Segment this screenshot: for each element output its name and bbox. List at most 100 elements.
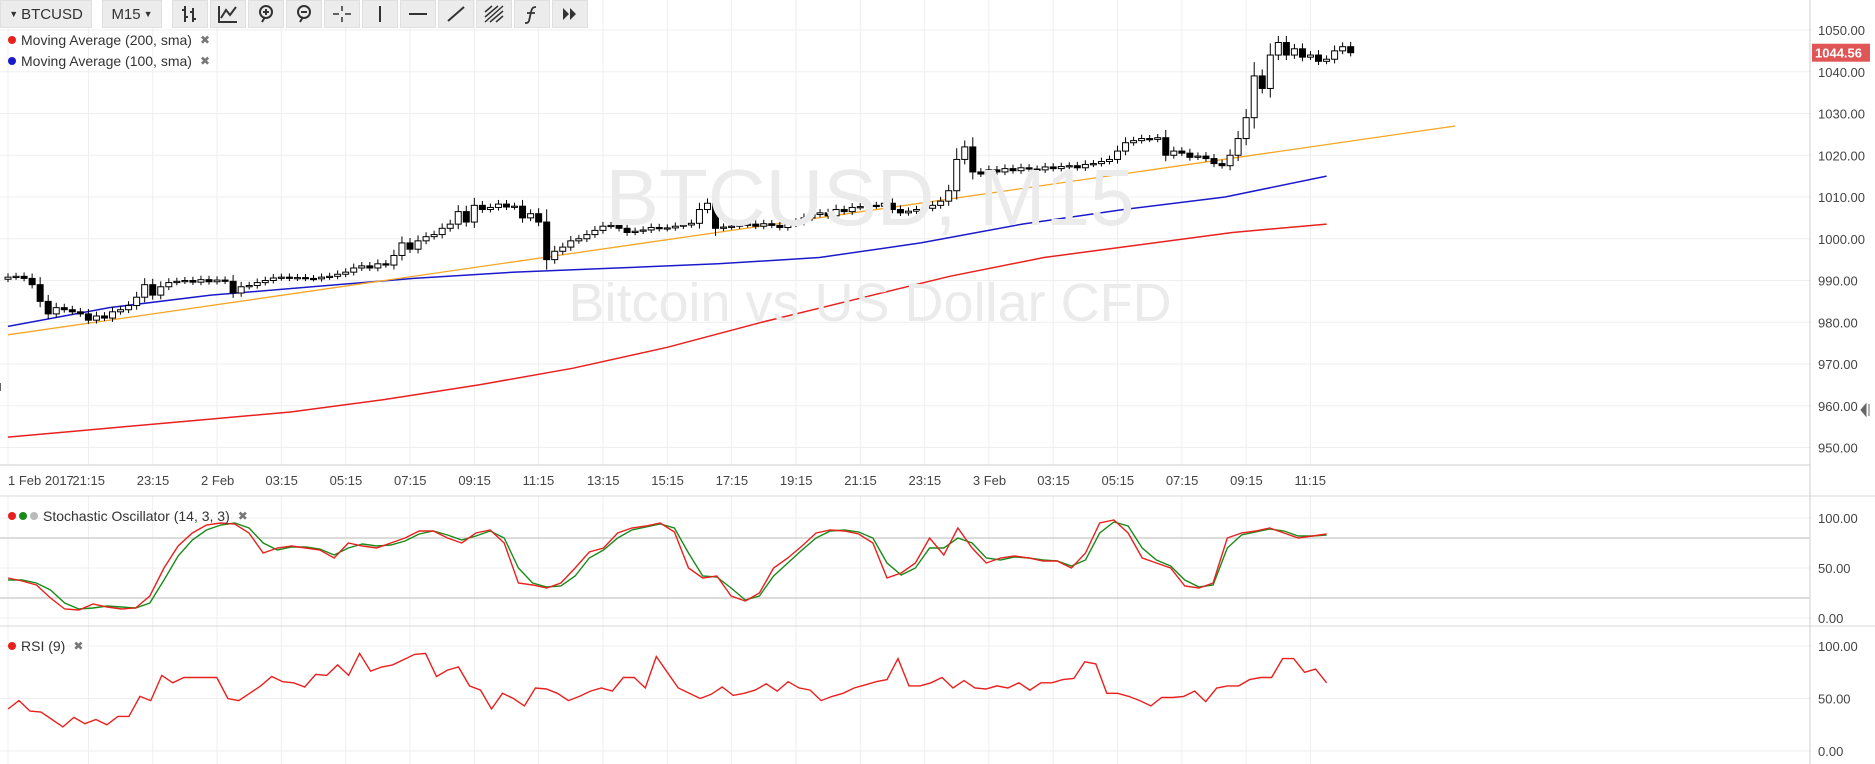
- zoom-in-icon: [259, 5, 273, 23]
- scroll-left-icon[interactable]: [1860, 402, 1870, 418]
- candle-body: [591, 229, 599, 236]
- horizontal-line-icon: [409, 13, 427, 15]
- x-tick-label: 11:15: [1294, 473, 1326, 488]
- y-tick-label: 990.00: [1818, 274, 1858, 289]
- y-tick-label: 950.00: [1818, 441, 1858, 456]
- candle-body: [44, 300, 52, 315]
- candle-body: [583, 234, 591, 240]
- candle-body: [446, 223, 454, 229]
- bar-type-button[interactable]: [172, 0, 208, 28]
- y-tick-label: 1000.00: [1818, 232, 1865, 247]
- candle-body: [285, 276, 293, 279]
- candle-body: [663, 227, 671, 230]
- forward-button[interactable]: [552, 0, 588, 28]
- candle-body: [293, 277, 301, 280]
- x-tick-label: 19:15: [780, 473, 813, 488]
- close-icon[interactable]: ✖: [199, 54, 211, 68]
- candle-body: [1331, 50, 1339, 60]
- candle-body: [1258, 75, 1266, 89]
- y-tick-label: 960.00: [1818, 399, 1858, 414]
- candle-body: [728, 225, 736, 228]
- candle-body: [551, 250, 559, 261]
- candle-body: [808, 214, 816, 219]
- candle-body: [1315, 54, 1323, 62]
- timeframe-selector[interactable]: M15 ▼: [102, 0, 162, 28]
- zoom-in-button[interactable]: [248, 0, 284, 28]
- ma100-line: [7, 175, 1327, 328]
- candle-body: [1226, 154, 1234, 167]
- crosshair-button[interactable]: [324, 0, 360, 28]
- toolbar: ▼ BTCUSD M15 ▼: [0, 0, 588, 28]
- candle-body: [816, 212, 824, 216]
- candle-body: [141, 284, 149, 298]
- candle-body: [864, 204, 872, 208]
- candle-body: [736, 224, 744, 227]
- horizontal-line-button[interactable]: [400, 0, 436, 28]
- fibonacci-button[interactable]: [476, 0, 512, 28]
- candle-body: [76, 311, 84, 315]
- candle-body: [221, 279, 229, 282]
- stoch-y-tick-label: 50.00: [1818, 561, 1851, 576]
- symbol-selector[interactable]: ▼ BTCUSD: [0, 0, 92, 28]
- candle-body: [800, 217, 808, 223]
- candle-body: [245, 285, 253, 288]
- stoch-y-tick-label: 100.00: [1818, 511, 1858, 526]
- candle-body: [977, 171, 985, 175]
- candle-body: [165, 282, 173, 288]
- indicators-icon: [218, 6, 237, 23]
- y-tick-label: 1010.00: [1818, 190, 1865, 205]
- last-price-tag: [1812, 43, 1870, 62]
- ma100-dot-icon: [8, 57, 16, 65]
- candle-body: [334, 273, 342, 277]
- symbol-label: BTCUSD: [21, 5, 83, 23]
- candle-body: [904, 210, 912, 214]
- candle-body: [342, 271, 350, 275]
- candle-body: [896, 209, 904, 214]
- x-tick-label: 07:15: [1166, 473, 1199, 488]
- candle-body: [760, 223, 768, 227]
- indicators-button[interactable]: [210, 0, 246, 28]
- candle-body: [840, 209, 848, 213]
- caret-down-icon: ▼: [9, 9, 19, 19]
- candle-body: [84, 313, 92, 321]
- candle-body: [197, 279, 205, 283]
- candle-body: [961, 146, 969, 160]
- candle-body: [1178, 150, 1186, 154]
- stoch-k-dot-icon: [8, 512, 16, 520]
- close-icon[interactable]: ✖: [237, 509, 248, 523]
- candle-body: [535, 213, 543, 223]
- candle-body: [36, 284, 44, 302]
- candle-body: [366, 265, 374, 269]
- x-tick-label: 11:15: [523, 473, 555, 488]
- candle-body: [414, 240, 422, 250]
- candle-body: [1282, 42, 1290, 56]
- rsi-line: [7, 651, 1328, 728]
- candle-body: [1057, 166, 1065, 170]
- x-tick-label: 05:15: [1102, 473, 1135, 488]
- legend-ma100-label: Moving Average (100, sma): [21, 53, 192, 69]
- candle-body: [519, 205, 527, 219]
- candle-body: [20, 275, 28, 279]
- trend-line-button[interactable]: [438, 0, 474, 28]
- y-tick-label: 1030.00: [1818, 107, 1865, 122]
- candle-body: [28, 277, 36, 286]
- candle-body: [921, 207, 929, 211]
- candle-body: [848, 206, 856, 213]
- candle-body: [1154, 137, 1162, 140]
- candle-body: [1130, 140, 1138, 144]
- close-icon[interactable]: ✖: [73, 639, 84, 653]
- legend-stochastic-label: Stochastic Oscillator (14, 3, 3): [43, 508, 230, 524]
- candle-body: [1234, 138, 1242, 156]
- candle-body: [398, 242, 406, 256]
- candle-body: [1347, 46, 1355, 54]
- candle-body: [824, 212, 832, 217]
- candle-body: [181, 280, 189, 283]
- close-icon[interactable]: ✖: [199, 33, 211, 47]
- zoom-out-button[interactable]: [286, 0, 322, 28]
- x-tick-label: 03:15: [1037, 473, 1070, 488]
- function-button[interactable]: [514, 0, 550, 28]
- vertical-line-button[interactable]: [362, 0, 398, 28]
- candle-body: [237, 286, 245, 294]
